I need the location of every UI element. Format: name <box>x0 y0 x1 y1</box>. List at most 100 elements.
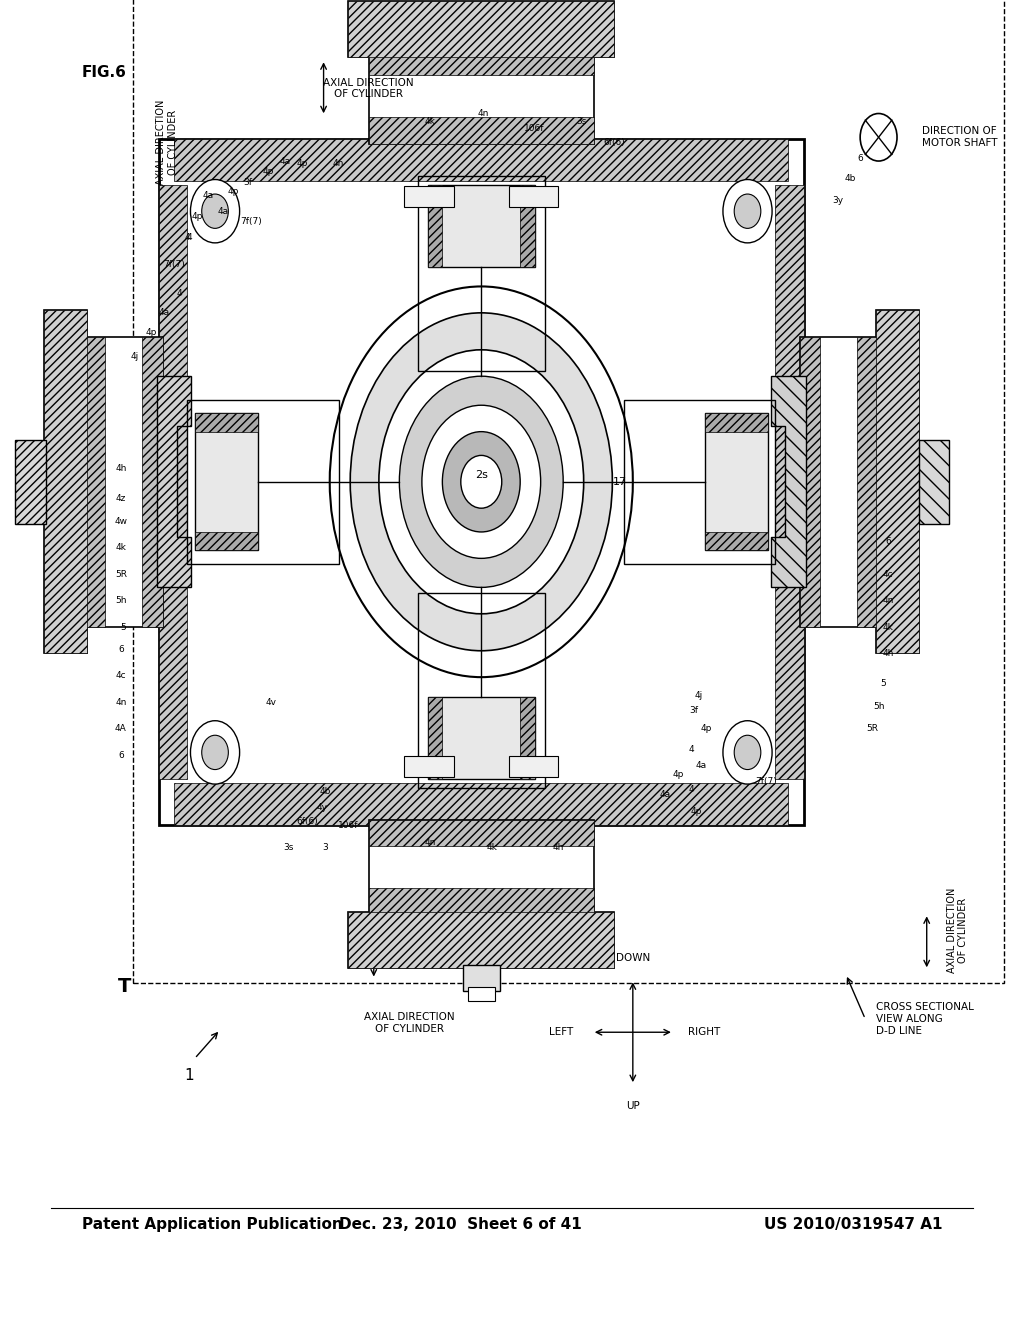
Bar <box>428 185 442 267</box>
Bar <box>348 1 614 57</box>
Text: 6: 6 <box>885 537 891 545</box>
Bar <box>85 337 105 627</box>
Bar <box>876 310 919 653</box>
Text: 4a: 4a <box>280 157 290 165</box>
Circle shape <box>330 286 633 677</box>
Text: 7f(7): 7f(7) <box>163 260 185 268</box>
Text: 4p: 4p <box>262 168 274 176</box>
Bar <box>348 1 614 57</box>
Text: 4p: 4p <box>700 725 713 733</box>
Circle shape <box>860 114 897 161</box>
Text: 4: 4 <box>176 289 182 297</box>
Text: UP: UP <box>626 1101 640 1111</box>
Circle shape <box>734 735 761 770</box>
Text: 4z: 4z <box>116 495 126 503</box>
Bar <box>159 185 187 779</box>
Text: 4k: 4k <box>486 843 497 851</box>
Circle shape <box>399 376 563 587</box>
Bar <box>195 413 258 550</box>
Bar <box>404 756 454 777</box>
Bar <box>369 117 594 144</box>
Bar <box>142 337 163 627</box>
Bar <box>428 697 442 779</box>
Text: Dec. 23, 2010  Sheet 6 of 41: Dec. 23, 2010 Sheet 6 of 41 <box>339 1217 583 1233</box>
Text: 106f: 106f <box>338 821 358 829</box>
Text: 6f(6): 6f(6) <box>603 139 626 147</box>
Bar <box>919 440 949 524</box>
Circle shape <box>442 432 520 532</box>
Text: 4a: 4a <box>203 191 213 199</box>
Text: 4y: 4y <box>317 804 328 812</box>
Circle shape <box>190 180 240 243</box>
Text: AXIAL DIRECTION
OF CYLINDER: AXIAL DIRECTION OF CYLINDER <box>946 888 969 973</box>
Text: 6: 6 <box>118 751 124 759</box>
Bar <box>520 697 535 779</box>
Text: 4a: 4a <box>660 791 671 799</box>
Text: T: T <box>118 977 131 995</box>
Bar <box>463 965 500 991</box>
Text: 3s: 3s <box>284 843 294 851</box>
Bar <box>348 912 614 968</box>
Text: 6: 6 <box>118 645 124 653</box>
Text: 3f: 3f <box>244 178 252 186</box>
Bar <box>520 185 535 267</box>
Bar <box>800 337 878 627</box>
Text: 2s: 2s <box>475 470 487 480</box>
Bar <box>369 820 594 915</box>
Polygon shape <box>157 376 191 587</box>
Text: 5R: 5R <box>866 725 879 733</box>
Text: 6: 6 <box>857 154 863 162</box>
Circle shape <box>190 721 240 784</box>
Text: AXIAL DIRECTION
OF CYLINDER: AXIAL DIRECTION OF CYLINDER <box>365 1012 455 1034</box>
Text: 4: 4 <box>184 234 190 242</box>
Text: 4k: 4k <box>883 623 893 631</box>
Bar <box>195 532 258 550</box>
Bar <box>775 185 804 779</box>
Text: 4p: 4p <box>227 187 240 195</box>
Text: 17: 17 <box>612 477 627 487</box>
Text: 5h: 5h <box>115 597 127 605</box>
Text: 4p: 4p <box>690 808 702 816</box>
Bar <box>348 912 614 968</box>
Circle shape <box>379 350 584 614</box>
Bar <box>159 139 804 825</box>
Text: 6f(6): 6f(6) <box>296 817 318 825</box>
Text: CROSS SECTIONAL
VIEW ALONG
D-D LINE: CROSS SECTIONAL VIEW ALONG D-D LINE <box>876 1002 974 1036</box>
Circle shape <box>422 405 541 558</box>
Text: 3f: 3f <box>690 706 698 714</box>
Text: 4n: 4n <box>115 698 127 706</box>
Text: 4k: 4k <box>116 544 126 552</box>
Text: 5R: 5R <box>115 570 127 578</box>
Text: 4b: 4b <box>319 788 332 796</box>
Text: 106f: 106f <box>524 124 545 132</box>
Bar <box>369 49 594 75</box>
Text: 4n: 4n <box>332 160 344 168</box>
Bar <box>133 0 1004 983</box>
Text: 4k: 4k <box>425 117 435 125</box>
Text: 4: 4 <box>186 234 193 242</box>
Circle shape <box>723 180 772 243</box>
Bar <box>624 400 775 564</box>
Text: 4c: 4c <box>116 672 126 680</box>
Text: 4w: 4w <box>115 517 127 525</box>
Text: 4: 4 <box>688 746 694 754</box>
Text: 4A: 4A <box>115 725 127 733</box>
Bar <box>705 532 768 550</box>
Text: 7f(7): 7f(7) <box>755 777 777 785</box>
Text: 4n: 4n <box>477 110 489 117</box>
Bar <box>468 987 495 1001</box>
Text: DIRECTION OF
MOTOR SHAFT: DIRECTION OF MOTOR SHAFT <box>922 127 997 148</box>
Text: 3s: 3s <box>577 117 587 125</box>
Bar <box>174 783 788 825</box>
Bar <box>705 413 768 550</box>
Text: LEFT: LEFT <box>549 1027 573 1038</box>
Bar <box>418 593 545 788</box>
Text: 4h: 4h <box>115 465 127 473</box>
Text: 4j: 4j <box>131 352 139 360</box>
Bar <box>428 185 535 267</box>
Circle shape <box>461 455 502 508</box>
Bar <box>195 413 258 432</box>
Bar <box>418 176 545 371</box>
Text: FIG.6: FIG.6 <box>82 65 127 81</box>
Text: RIGHT: RIGHT <box>688 1027 721 1038</box>
